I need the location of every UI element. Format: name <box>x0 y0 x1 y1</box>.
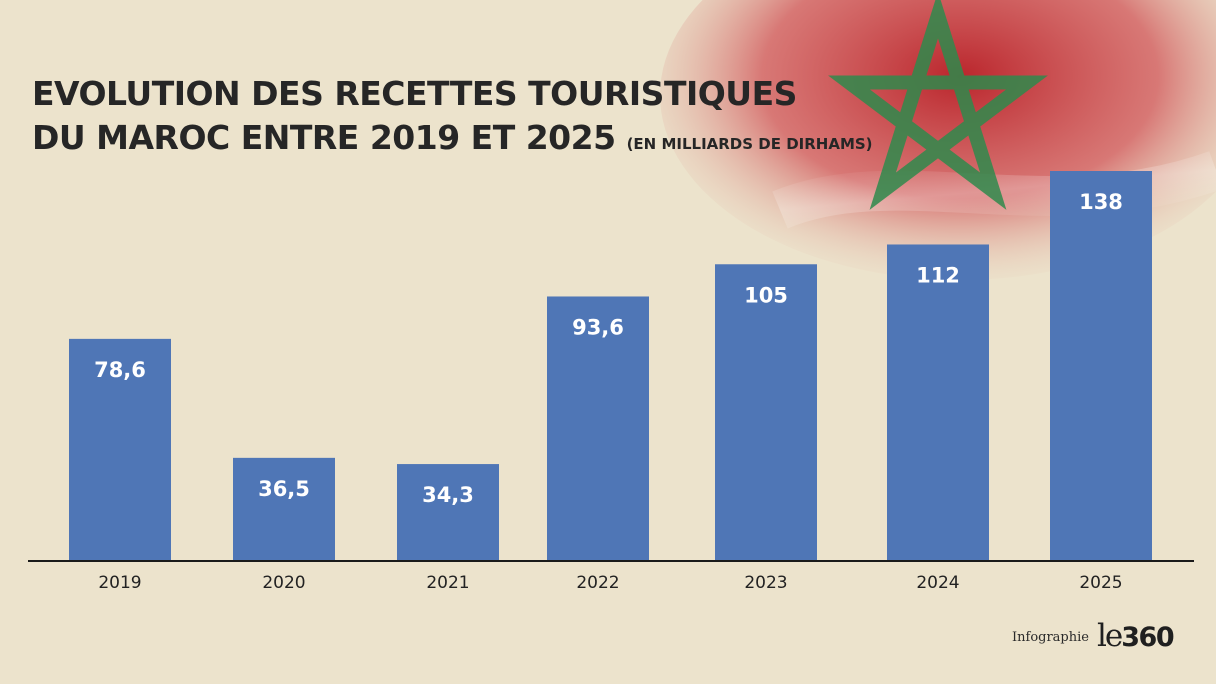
bar-value-label-2021: 34,3 <box>422 483 474 507</box>
x-tick-label-2023: 2023 <box>744 573 787 593</box>
brand-logo[interactable]: le360 <box>1096 618 1175 654</box>
x-tick-label-2025: 2025 <box>1079 573 1122 593</box>
bar-value-label-2020: 36,5 <box>258 477 310 501</box>
title-line-1: EVOLUTION DES RECETTES TOURISTIQUES <box>32 74 797 113</box>
credit-label: Infographie <box>1012 629 1089 645</box>
bars-group: 78,6 2019 36,5 2020 34,3 2021 93,6 2022 105 2023 1… <box>69 171 1152 593</box>
bar-2023 <box>715 264 817 561</box>
brand-prefix: le <box>1096 618 1123 654</box>
bar-2021 <box>397 464 499 561</box>
bar-2022 <box>547 296 649 561</box>
bar-value-label-2019: 78,6 <box>94 358 146 382</box>
bar-value-label-2023: 105 <box>744 283 788 307</box>
title-line-2-text: DU MAROC ENTRE 2019 ET 2025 <box>32 118 616 157</box>
chart-title: EVOLUTION DES RECETTES TOURISTIQUES DU M… <box>32 72 873 166</box>
bar-2025 <box>1050 171 1152 561</box>
bar-value-label-2025: 138 <box>1079 190 1123 214</box>
x-tick-label-2024: 2024 <box>916 573 959 593</box>
unit-note: (EN MILLIARDS DE DIRHAMS) <box>626 135 873 153</box>
x-tick-label-2020: 2020 <box>262 573 305 593</box>
x-tick-label-2019: 2019 <box>98 573 141 593</box>
title-line-2: DU MAROC ENTRE 2019 ET 2025 (EN MILLIARD… <box>32 116 873 166</box>
bar-value-label-2022: 93,6 <box>572 315 624 339</box>
credit: Infographie le360 <box>1012 618 1175 654</box>
bar-2020 <box>233 457 335 561</box>
x-tick-label-2021: 2021 <box>426 573 469 593</box>
flag-star-icon <box>828 0 1048 210</box>
x-tick-label-2022: 2022 <box>576 573 619 593</box>
bar-value-label-2024: 112 <box>916 263 960 287</box>
bar-2019 <box>69 338 171 561</box>
brand-suffix: 360 <box>1121 622 1174 653</box>
bar-2024 <box>887 244 989 561</box>
